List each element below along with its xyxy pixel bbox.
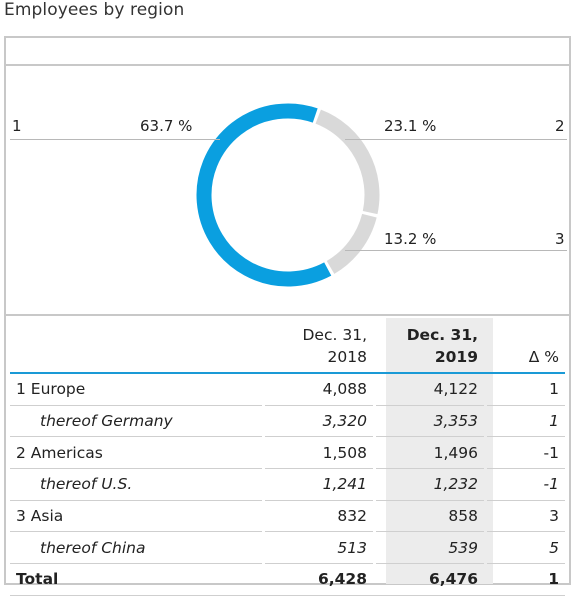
legend-number-3: 3: [555, 230, 565, 248]
donut-slice-3: [326, 213, 377, 274]
header-2018: Dec. 31, 2018: [265, 318, 373, 374]
value-2018: 6,428: [265, 563, 373, 596]
value-2019: 3,353: [376, 405, 484, 438]
employees-table: Dec. 31, 2018 Dec. 31, 2019 Δ % 1 Europe…: [10, 318, 565, 596]
row-label: thereof Germany: [10, 405, 262, 438]
row-label: 3 Asia: [10, 500, 262, 533]
leader-line-2: [345, 139, 567, 140]
leader-line-1: [10, 139, 220, 140]
value-delta: -1: [487, 468, 565, 501]
value-2019: 1,232: [376, 468, 484, 501]
chart-divider: [4, 314, 571, 316]
value-2019: 6,476: [376, 563, 484, 596]
donut-slice-2: [315, 109, 380, 215]
table-row: 3 Asia 832 858 3: [10, 500, 565, 533]
header-2019-line1: Dec. 31,: [406, 326, 478, 344]
table-row: thereof Germany 3,320 3,353 1: [10, 405, 565, 438]
value-2019: 539: [376, 531, 484, 565]
value-2018: 4,088: [265, 373, 373, 406]
slice-label-1: 63.7 %: [140, 117, 193, 135]
row-label: Total: [10, 563, 262, 596]
page-title: Employees by region: [4, 0, 185, 20]
leader-line-3: [345, 250, 567, 251]
slice-label-2: 23.1 %: [384, 117, 437, 135]
row-label: 1 Europe: [10, 373, 262, 406]
value-2019: 858: [376, 500, 484, 533]
header-2019: Dec. 31, 2019: [376, 318, 484, 374]
value-2018: 513: [265, 531, 373, 565]
value-delta: 1: [487, 563, 565, 596]
donut-slice-1: [196, 103, 332, 287]
table-row: thereof China 513 539 5: [10, 531, 565, 565]
legend-number-1: 1: [12, 117, 22, 135]
value-2018: 3,320: [265, 405, 373, 438]
value-delta: -1: [487, 436, 565, 470]
header-delta: Δ %: [487, 318, 565, 374]
table-row: 1 Europe 4,088 4,122 1: [10, 373, 565, 406]
value-2019: 4,122: [376, 373, 484, 406]
header-2018-line1: Dec. 31,: [302, 326, 368, 344]
header-2018-line2: 2018: [327, 348, 367, 366]
row-label: 2 Americas: [10, 436, 262, 470]
row-label: thereof China: [10, 531, 262, 565]
value-2018: 1,508: [265, 436, 373, 470]
value-2018: 1,241: [265, 468, 373, 501]
legend-number-2: 2: [555, 117, 565, 135]
table-row: thereof U.S. 1,241 1,232 -1: [10, 468, 565, 501]
value-delta: 1: [487, 405, 565, 438]
table-header-row: Dec. 31, 2018 Dec. 31, 2019 Δ %: [10, 318, 565, 374]
value-2018: 832: [265, 500, 373, 533]
table-row: Total 6,428 6,476 1: [10, 563, 565, 596]
value-delta: 1: [487, 373, 565, 406]
table-row: 2 Americas 1,508 1,496 -1: [10, 436, 565, 470]
header-label-blank: [10, 318, 262, 374]
slice-label-3: 13.2 %: [384, 230, 437, 248]
header-2019-line2: 2019: [434, 348, 478, 366]
frame-header-bar: [4, 36, 571, 66]
row-label: thereof U.S.: [10, 468, 262, 501]
value-2019: 1,496: [376, 436, 484, 470]
value-delta: 3: [487, 500, 565, 533]
value-delta: 5: [487, 531, 565, 565]
